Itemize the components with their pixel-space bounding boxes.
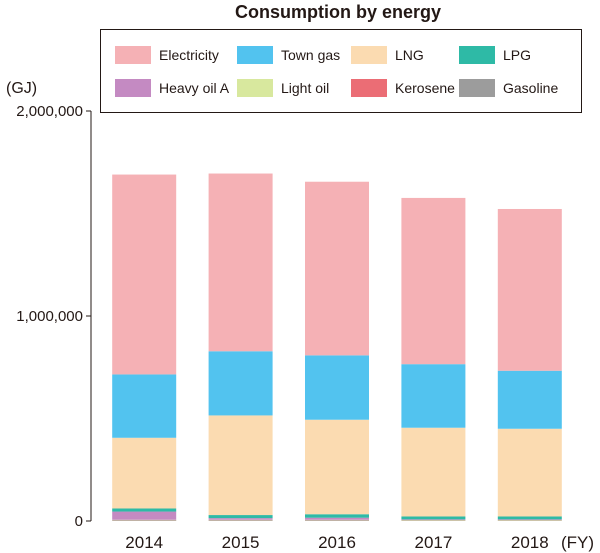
legend-item-lng: LNG <box>351 46 424 64</box>
legend-label: Heavy oil A <box>159 80 230 96</box>
x-tick-label: 2018 <box>511 533 549 552</box>
bar-segment-lpg-2014 <box>112 508 177 512</box>
bars <box>112 173 562 521</box>
y-axis-ticks: 0 1,000,000 2,000,000 <box>16 103 91 530</box>
chart-title: Consumption by energy <box>235 2 441 22</box>
bar-segment-lng-2016 <box>305 419 369 515</box>
bar-segment-heavy-oil-a-2017 <box>401 519 466 520</box>
bar-segment-gasoline-2016 <box>305 520 369 521</box>
bar-segment-lpg-2018 <box>497 516 562 520</box>
bar-segment-heavy-oil-a-2015 <box>208 518 273 520</box>
legend-swatch <box>237 46 273 64</box>
bar-segment-lng-2017 <box>401 427 466 517</box>
legend-label: Town gas <box>281 47 341 63</box>
bar-segment-lng-2018 <box>497 428 562 517</box>
legend: Electricity Town gas LNG LPG Heavy oil A Ligh… <box>100 29 582 113</box>
legend-label: LPG <box>503 47 532 63</box>
legend-swatch <box>351 79 387 97</box>
legend-swatch <box>459 46 495 64</box>
legend-label: Electricity <box>159 47 219 63</box>
bar-segment-electricity-2016 <box>305 181 369 356</box>
legend-item-town-gas: Town gas <box>237 46 340 64</box>
bar-segment-lng-2015 <box>208 415 273 516</box>
legend-item-heavy-oil-a: Heavy oil A <box>115 79 229 97</box>
legend-swatch <box>115 79 151 97</box>
x-tick-label: 2017 <box>414 533 452 552</box>
x-axis-labels: 2014 2015 2016 2017 2018 <box>125 533 548 552</box>
bar-segment-town-gas-2015 <box>208 351 273 416</box>
legend-item-electricity: Electricity <box>115 46 219 64</box>
x-tick-label: 2014 <box>125 533 163 552</box>
x-tick-label: 2015 <box>222 533 260 552</box>
bar-segment-town-gas-2017 <box>401 364 466 428</box>
legend-item-kerosene: Kerosene <box>351 79 455 97</box>
bar-segment-lpg-2017 <box>401 516 466 520</box>
y-tick-label: 0 <box>75 513 83 530</box>
bar-segment-town-gas-2016 <box>305 355 369 420</box>
y-axis-unit-label: (GJ) <box>6 80 37 97</box>
bar-segment-electricity-2018 <box>497 208 562 371</box>
legend-swatch <box>351 46 387 64</box>
legend-item-light-oil: Light oil <box>237 79 329 97</box>
x-tick-label: 2016 <box>318 533 356 552</box>
legend-swatch <box>115 46 151 64</box>
bar-segment-gasoline-2014 <box>112 520 177 521</box>
bar-segment-lng-2014 <box>112 437 177 509</box>
bar-segment-heavy-oil-a-2018 <box>497 519 562 520</box>
bar-segment-electricity-2014 <box>112 174 177 375</box>
legend-label: Kerosene <box>395 80 455 96</box>
bar-segment-lpg-2016 <box>305 514 369 518</box>
bar-segment-electricity-2017 <box>401 197 466 365</box>
bar-segment-electricity-2015 <box>208 173 273 352</box>
legend-item-lpg: LPG <box>459 46 531 64</box>
bar-segment-heavy-oil-a-2014 <box>112 511 177 520</box>
bar-segment-town-gas-2018 <box>497 370 562 429</box>
bar-segment-gasoline-2015 <box>208 520 273 521</box>
bar-segment-town-gas-2014 <box>112 374 177 438</box>
y-tick-label: 2,000,000 <box>16 103 83 120</box>
bar-segment-heavy-oil-a-2016 <box>305 517 369 520</box>
legend-label: LNG <box>395 47 424 63</box>
legend-item-gasoline: Gasoline <box>459 79 558 97</box>
x-axis-unit-label: (FY) <box>561 533 594 552</box>
y-tick-label: 1,000,000 <box>16 308 83 325</box>
legend-label: Light oil <box>281 80 330 96</box>
legend-swatch <box>459 79 495 97</box>
legend-label: Gasoline <box>503 80 559 96</box>
legend-swatch <box>237 79 273 97</box>
bar-segment-lpg-2015 <box>208 515 273 519</box>
